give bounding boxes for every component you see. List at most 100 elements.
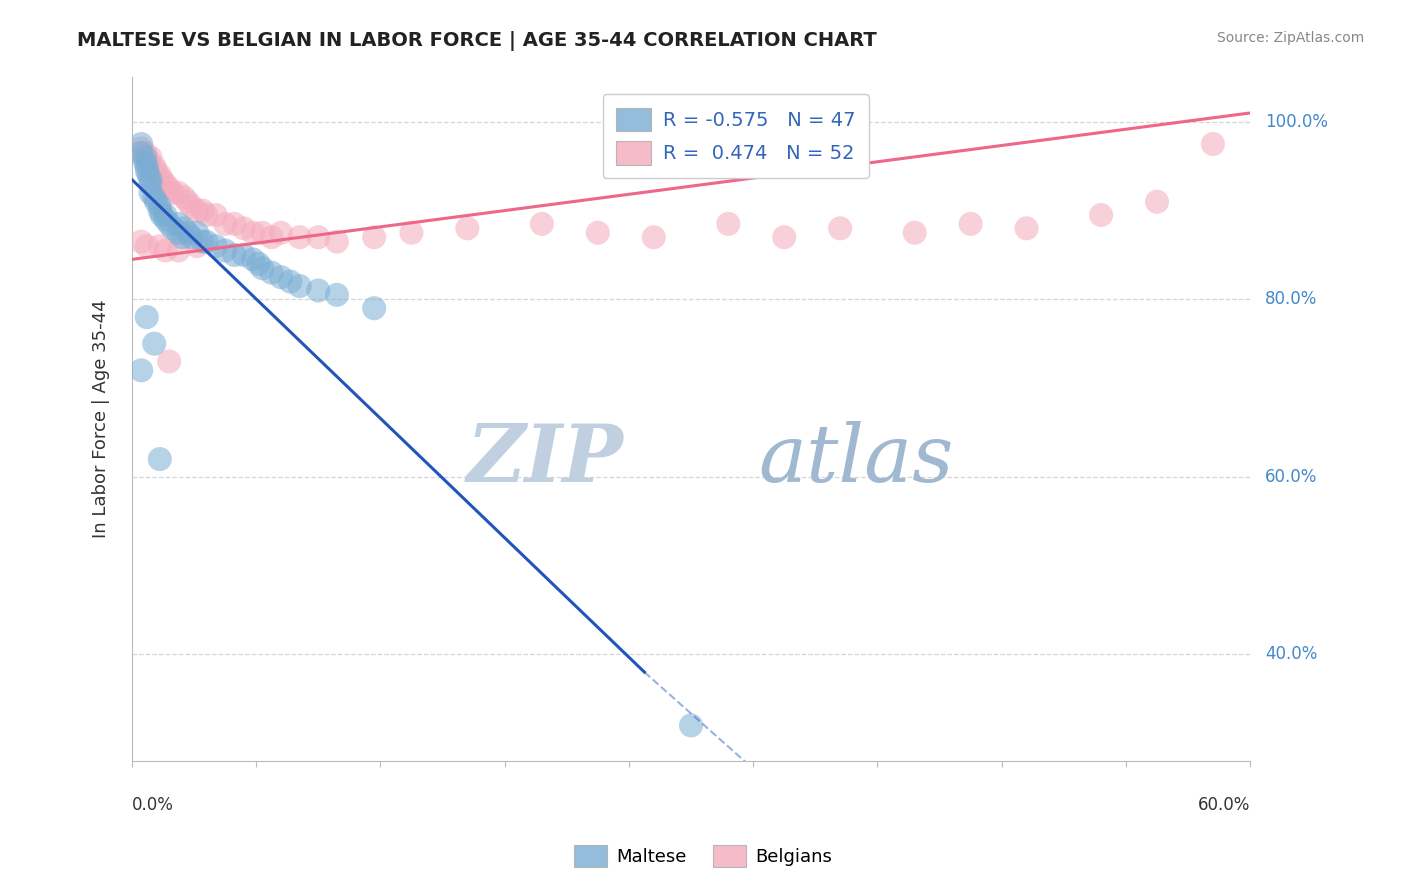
Legend: R = -0.575   N = 47, R =  0.474   N = 52: R = -0.575 N = 47, R = 0.474 N = 52 [603,94,869,178]
Point [586,226,609,240]
Point [173,221,195,235]
Point [177,194,200,209]
Point [186,203,208,218]
Text: 80.0%: 80.0% [1265,290,1317,309]
Point [155,177,177,191]
Point [260,230,283,244]
Point [167,244,190,258]
Point [173,190,195,204]
Text: Source: ZipAtlas.com: Source: ZipAtlas.com [1216,31,1364,45]
Point [145,163,167,178]
Point [307,284,329,298]
Point [959,217,981,231]
Point [129,136,152,151]
Point [191,203,214,218]
Y-axis label: In Labor Force | Age 35-44: In Labor Force | Age 35-44 [93,300,110,539]
Point [177,226,200,240]
Point [195,208,218,222]
Point [150,208,173,222]
Point [134,145,156,160]
Point [139,186,162,200]
Point [186,226,208,240]
Point [139,177,162,191]
Point [270,226,292,240]
Point [288,230,311,244]
Point [252,226,274,240]
Point [224,217,246,231]
Point [363,301,385,316]
Point [157,354,180,368]
Point [155,244,177,258]
Point [149,168,172,182]
Point [180,199,202,213]
Point [224,248,246,262]
Point [134,154,156,169]
Point [242,226,264,240]
Text: 60.0%: 60.0% [1198,797,1250,814]
Point [717,217,740,231]
Point [139,150,162,164]
Point [143,190,166,204]
Point [162,186,184,200]
Point [1090,208,1112,222]
Point [143,336,166,351]
Point [155,212,177,227]
Point [278,275,301,289]
Point [242,252,264,267]
Point [138,168,160,182]
Point [149,203,172,218]
Point [135,163,157,178]
Point [270,270,292,285]
Point [401,226,423,240]
Point [204,239,226,253]
Point [129,141,152,155]
Point [167,226,190,240]
Point [643,230,665,244]
Point [247,257,270,271]
Text: 40.0%: 40.0% [1265,646,1317,664]
Point [288,279,311,293]
Point [679,718,702,732]
Point [149,239,172,253]
Point [134,150,156,164]
Point [186,239,208,253]
Point [150,172,173,186]
Text: atlas: atlas [758,421,953,499]
Point [195,235,218,249]
Point [204,208,226,222]
Text: 60.0%: 60.0% [1265,467,1317,486]
Point [307,230,329,244]
Point [214,244,236,258]
Point [129,235,152,249]
Point [904,226,927,240]
Point [149,199,172,213]
Legend: Maltese, Belgians: Maltese, Belgians [567,838,839,874]
Point [135,150,157,164]
Point [530,217,553,231]
Point [129,363,152,377]
Text: 100.0%: 100.0% [1265,112,1329,131]
Text: 0.0%: 0.0% [132,797,174,814]
Point [191,235,214,249]
Point [326,288,349,302]
Point [180,230,202,244]
Point [252,261,274,276]
Point [260,266,283,280]
Point [326,235,349,249]
Point [232,221,254,235]
Point [172,230,194,244]
Point [773,230,796,244]
Point [1146,194,1168,209]
Point [157,217,180,231]
Point [1202,136,1225,151]
Point [167,217,190,231]
Point [139,172,162,186]
Point [135,310,157,324]
Point [167,186,190,200]
Point [214,217,236,231]
Point [135,239,157,253]
Point [145,194,167,209]
Point [155,208,177,222]
Point [138,154,160,169]
Point [456,221,478,235]
